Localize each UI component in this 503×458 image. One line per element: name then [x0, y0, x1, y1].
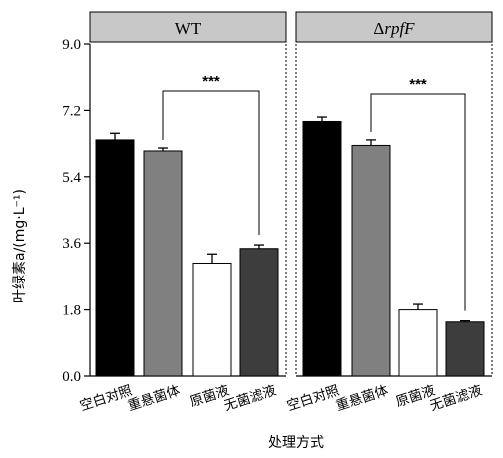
y-tick-label-3: 5.4 — [62, 170, 81, 186]
significance-brackets: *** *** — [162, 73, 466, 311]
bar-panel2-1 — [302, 120, 342, 377]
y-tick-label-1: 1.8 — [62, 303, 81, 319]
y-axis-title: 叶绿素a/(mg·L⁻¹) — [12, 189, 28, 303]
panel-title-1: WT — [175, 19, 202, 38]
panel-title-2: ΔrpfF — [373, 19, 415, 38]
bar-panel2-4 — [445, 321, 485, 377]
significance-label-panel2: *** — [409, 76, 427, 93]
panel-headers: WT ΔrpfF — [89, 11, 493, 43]
x-axis-title: 处理方式 — [268, 435, 324, 451]
bar-panel1-4 — [239, 248, 279, 377]
bar-panel1-3 — [192, 262, 232, 377]
y-tick-label-2: 3.6 — [62, 236, 81, 252]
category-label-panel2-4: 无菌滤液 — [428, 382, 485, 414]
bar-panel1-2 — [143, 150, 183, 377]
panel-header-1 — [89, 11, 287, 43]
category-label-panel2-1: 空白对照 — [285, 383, 341, 415]
category-label-panel1-4: 无菌滤液 — [222, 382, 279, 414]
bar-panel2-2 — [351, 144, 391, 377]
significance-label-panel1: *** — [202, 73, 220, 90]
panel-header-2 — [295, 11, 493, 43]
y-tick-label-5: 9.0 — [62, 37, 81, 53]
bars — [95, 116, 485, 377]
bar-panel2-3 — [398, 309, 438, 377]
bar-panel1-1 — [95, 139, 135, 377]
significance-bracket-panel1 — [162, 90, 260, 236]
category-label-panel1-2: 重悬菌体 — [126, 382, 183, 414]
y-tick-label-0: 0.0 — [62, 369, 81, 385]
y-axis: 0.0 1.8 3.6 5.4 7.2 9.0 — [62, 37, 91, 385]
y-tick-label-4: 7.2 — [62, 103, 81, 119]
significance-bracket-panel2 — [370, 93, 466, 311]
category-label-panel2-2: 重悬菌体 — [334, 382, 391, 414]
